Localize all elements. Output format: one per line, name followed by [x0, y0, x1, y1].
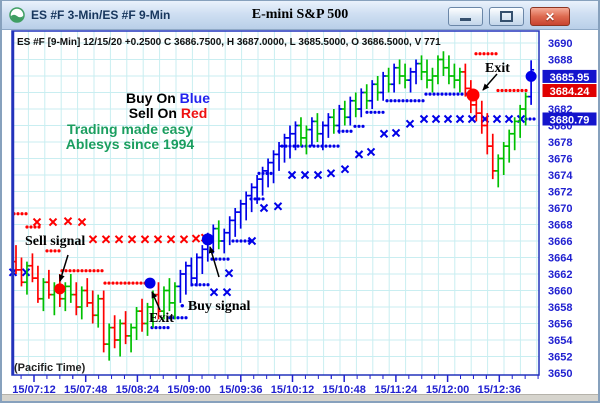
chart-title: E-mini S&P 500: [251, 7, 349, 22]
watermark-line-since: Ablesys since 1994: [65, 136, 195, 152]
quote-info-line: ES #F [9-Min] 12/15/20 +0.2500 C 3686.75…: [17, 37, 441, 48]
price-tick-label: 3690: [548, 38, 572, 50]
price-chip-red: [542, 84, 597, 98]
watermark-line-slogan: Trading made easy: [66, 121, 194, 137]
buy-signal-label: • Buy signal: [180, 298, 251, 314]
price-chip-label: 3680.79: [550, 114, 590, 126]
price-tick-label: 3672: [548, 187, 572, 199]
close-icon: ✕: [544, 9, 556, 24]
price-tick-label: 3658: [548, 302, 572, 314]
current-bar-dot: [525, 70, 537, 82]
time-tick-label: 15/07:48: [64, 384, 107, 396]
annotation-arrow: [151, 291, 161, 311]
time-tick-label: 15/08:24: [116, 384, 160, 396]
time-tick-label: 15/09:00: [167, 384, 210, 396]
short-exit-dot: [144, 277, 156, 289]
annotation-arrows: [58, 73, 498, 311]
watermark-slogan: Trading made easy Ablesys since 1994: [38, 122, 222, 152]
red-stop-dots: [12, 52, 528, 285]
time-tick-label: 15/12:00: [426, 384, 469, 396]
buy-signal-bullet: •: [180, 298, 188, 313]
annotation-arrow: [58, 254, 69, 282]
time-axis: 15/07:12 15/07:48 15/08:24 15/09:00 15/09:36…: [12, 375, 539, 396]
buy-entry-dot: [201, 233, 214, 246]
price-tick-label: 3666: [548, 236, 572, 248]
price-tick-label: 3664: [548, 253, 573, 265]
signal-markers: [54, 70, 537, 295]
time-tick-label: 15/10:12: [271, 384, 314, 396]
close-button[interactable]: ✕: [530, 7, 570, 26]
sell-entry-dot: [54, 283, 66, 295]
ablesys-app-icon: [9, 7, 25, 23]
price-tick-label: 3662: [548, 269, 572, 281]
price-chip-blue: [542, 112, 597, 126]
time-tick-label: 15/11:24: [374, 384, 418, 396]
grid-lines: [12, 31, 539, 375]
annotation-arrow: [482, 73, 498, 91]
price-tick-label: 3670: [548, 203, 572, 215]
plot-border: [11, 30, 540, 376]
long-exit-dot: [466, 88, 480, 102]
price-tick-label: 3676: [548, 154, 572, 166]
minimize-icon: [460, 18, 471, 21]
price-chip-blue: [542, 69, 597, 83]
watermark-line-sell: Sell On Red: [128, 105, 208, 121]
price-tick-label: 3656: [548, 319, 572, 331]
time-tick-label: 15/07:12: [12, 384, 55, 396]
window-bottom-frame: [2, 394, 598, 401]
title-bar[interactable]: ES #F 3-Min/ES #F 9-Min E-mini S&P 500 ✕: [2, 1, 598, 30]
annotation-arrow: [208, 246, 220, 278]
exit-label-long: Exit: [485, 61, 510, 76]
timezone-label: (Pacific Time): [14, 362, 86, 374]
price-tick-label: 3674: [548, 170, 573, 182]
price-tick-label: 3660: [548, 286, 572, 298]
window-title: ES #F 3-Min/ES #F 9-Min: [31, 8, 171, 22]
blue-x-marks: [8, 114, 526, 297]
window-controls: ✕: [448, 7, 570, 26]
time-tick-label: 15/12:36: [478, 384, 521, 396]
price-tick-label: 3652: [548, 352, 572, 364]
price-tick-label: 3678: [548, 137, 572, 149]
maximize-button[interactable]: [489, 7, 524, 26]
exit-label-short: Exit: [149, 311, 174, 326]
price-axis: 3690368836863684368236803678367636743672…: [542, 38, 597, 380]
red-x-marks: [32, 216, 210, 244]
sell-signal-label: Sell signal: [25, 234, 86, 249]
price-tick-label: 3688: [548, 55, 572, 67]
time-tick-label: 15/09:36: [219, 384, 262, 396]
watermark-line-buy: Buy On Blue: [125, 90, 210, 106]
maximize-icon: [500, 11, 513, 22]
ohlc-bars: [13, 51, 535, 361]
price-chip-label: 3684.24: [550, 86, 591, 98]
price-tick-label: 3654: [548, 335, 573, 347]
price-tick-label: 3650: [548, 368, 572, 380]
price-chip-label: 3685.95: [550, 72, 590, 84]
minimize-button[interactable]: [448, 7, 483, 26]
time-tick-label: 15/10:48: [322, 384, 365, 396]
watermark-buy-sell: Buy On Blue Sell On Red: [98, 91, 238, 121]
price-tick-label: 3668: [548, 220, 572, 232]
